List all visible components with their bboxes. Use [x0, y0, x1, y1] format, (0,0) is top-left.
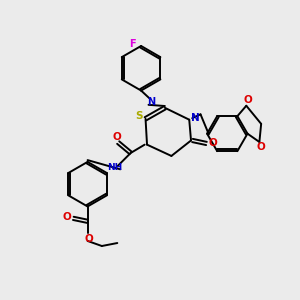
Text: N: N [191, 113, 200, 123]
Text: N: N [147, 97, 155, 107]
Text: O: O [243, 95, 252, 105]
Text: S: S [135, 111, 143, 122]
Text: O: O [112, 132, 121, 142]
Text: O: O [62, 212, 71, 222]
Text: O: O [85, 234, 93, 244]
Text: F: F [129, 40, 136, 50]
Text: O: O [256, 142, 265, 152]
Text: O: O [208, 139, 217, 148]
Text: NH: NH [107, 163, 123, 172]
